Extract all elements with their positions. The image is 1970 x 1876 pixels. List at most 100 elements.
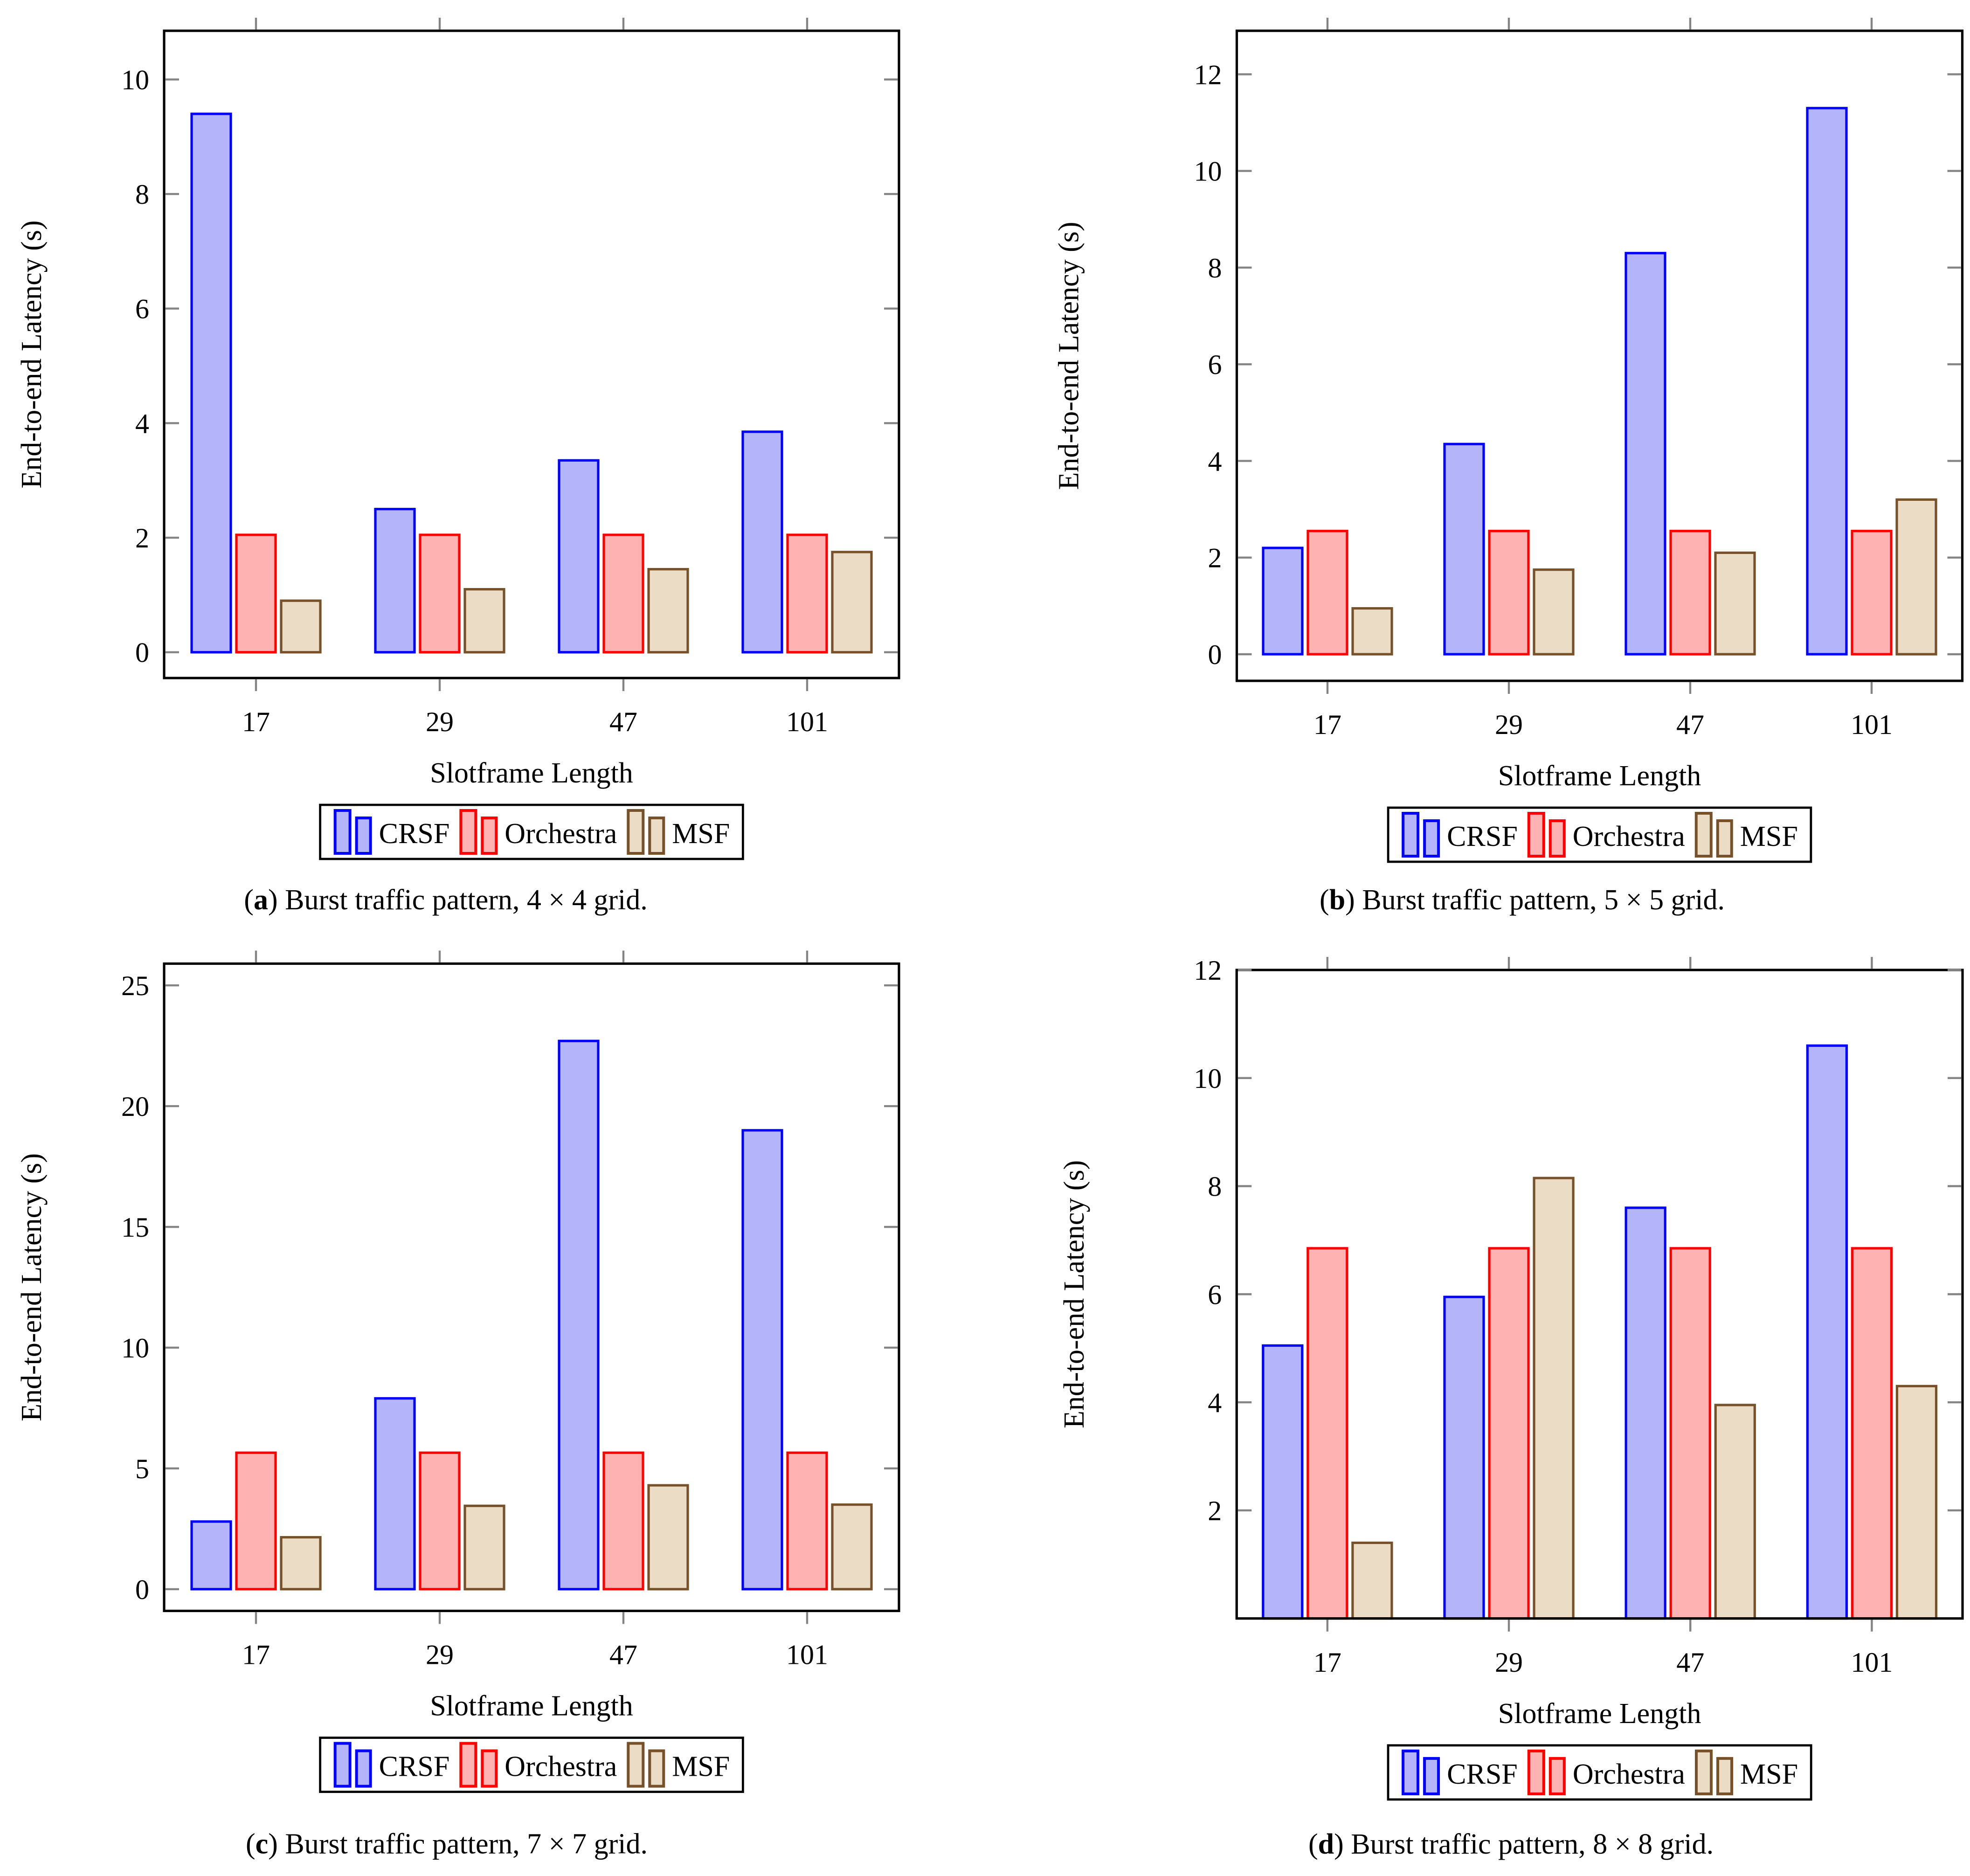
legend-swatch-crsf: [1423, 1757, 1440, 1795]
legend-label-orchestra: Orchestra: [1573, 1758, 1685, 1790]
legend-label-crsf: CRSF: [379, 818, 450, 850]
x-tick-label: 17: [242, 1640, 270, 1670]
plot-frame: [163, 29, 900, 679]
legend-box: [319, 1737, 744, 1793]
bar-crsf-29: [1443, 1295, 1485, 1620]
y-tick-label: 12: [1194, 59, 1222, 90]
legend-swatch-orchestra: [459, 1742, 477, 1788]
bar-orchestra-17: [235, 533, 277, 654]
y-tick-label: 8: [1208, 1171, 1222, 1202]
x-tick-label: 47: [1676, 1647, 1704, 1678]
chart-panel-b: 0 2 4 6 8 10 12 17 29 47 101 Slotframe Length End-to…: [1053, 18, 1964, 916]
legend-swatch-crsf: [355, 1749, 372, 1788]
y-tick-label: 4: [1208, 1387, 1222, 1418]
legend-label-orchestra: Orchestra: [1573, 821, 1685, 852]
bar-crsf-17: [190, 112, 232, 654]
x-axis-label: Slotframe Length: [430, 757, 633, 789]
panel-a: 0 2 4 6 8 10 17 29 47 101 Slotframe Length End-to-e…: [0, 0, 985, 933]
x-tick-label: 47: [609, 1640, 637, 1670]
bar-msf-47: [647, 1484, 689, 1591]
legend-swatch-orchestra: [481, 817, 498, 855]
legend-swatch-crsf: [1402, 1749, 1420, 1795]
x-tick-label: 47: [1676, 709, 1704, 740]
bar-msf-17: [1351, 607, 1393, 656]
legend-swatch-crsf: [1402, 812, 1420, 858]
y-tick-label: 0: [135, 1574, 149, 1605]
plot-frame: [1235, 29, 1964, 682]
x-tick-label: 101: [1851, 1647, 1893, 1678]
legend-swatch-orchestra: [1527, 812, 1545, 858]
y-tick-label: 25: [121, 970, 149, 1001]
bar-msf-17: [280, 1536, 322, 1591]
legend-swatch-msf: [1716, 819, 1733, 858]
panel-caption: (c) Burst traffic pattern, 7 × 7 grid.: [246, 1828, 648, 1860]
y-tick-label: 10: [1194, 1063, 1222, 1094]
bar-msf-47: [647, 568, 689, 654]
bar-crsf-17: [1262, 547, 1304, 656]
panel-c: 0 5 10 15 20 25 17 29 47 101 Slotframe Length End-t…: [0, 933, 985, 1876]
y-tick-label: 4: [1208, 446, 1222, 477]
legend-swatch-crsf: [1423, 819, 1440, 858]
bar-msf-101: [1895, 498, 1937, 656]
bar-orchestra-47: [602, 533, 644, 654]
y-tick-label: 2: [1208, 543, 1222, 574]
bar-orchestra-29: [419, 1451, 461, 1591]
y-axis-label: End-to-end Latency (s): [16, 1153, 48, 1421]
y-tick-label: 6: [135, 294, 149, 325]
legend-swatch-msf: [648, 817, 665, 855]
bar-msf-47: [1714, 551, 1756, 656]
x-tick-label: 29: [426, 706, 454, 737]
bar-orchestra-101: [786, 533, 828, 654]
y-tick-label: 8: [135, 179, 149, 210]
legend-swatch-orchestra: [1548, 1757, 1566, 1795]
chart-panel-a: 0 2 4 6 8 10 17 29 47 101 Slotframe Length End-to-e…: [16, 18, 900, 916]
bar-orchestra-47: [602, 1451, 644, 1591]
x-tick-label: 29: [1495, 709, 1523, 740]
legend-label-crsf: CRSF: [379, 1751, 450, 1783]
bar-msf-29: [1533, 1177, 1575, 1620]
y-tick-label: 20: [121, 1091, 149, 1122]
bar-crsf-47: [1624, 252, 1666, 656]
chart-panel-c: 0 5 10 15 20 25 17 29 47 101 Slotframe Length End-t…: [16, 950, 900, 1860]
legend-label-orchestra: Orchestra: [505, 818, 617, 850]
x-axis-label: Slotframe Length: [430, 1690, 633, 1722]
x-tick-label: 17: [1313, 709, 1341, 740]
legend-label-msf: MSF: [672, 1751, 730, 1783]
bar-crsf-17: [1262, 1344, 1304, 1620]
panel-d: 2 4 6 8 10 12 17 29 47 101 Slotframe Length End-to-…: [985, 933, 1970, 1876]
legend-label-crsf: CRSF: [1447, 821, 1518, 852]
panel-b: 0 2 4 6 8 10 12 17 29 47 101 Slotframe Length End-to…: [985, 0, 1970, 933]
x-tick-label: 29: [1495, 1647, 1523, 1678]
panel-caption: (d) Burst traffic pattern, 8 × 8 grid.: [1308, 1828, 1714, 1860]
bar-orchestra-17: [235, 1451, 277, 1591]
x-tick-label: 47: [609, 706, 637, 737]
legend: CRSF Orchestra MSF: [319, 803, 744, 860]
bar-crsf-101: [741, 1129, 783, 1591]
bar-orchestra-101: [1851, 530, 1893, 656]
x-axis-label: Slotframe Length: [1498, 760, 1701, 792]
panel-caption: (b) Burst traffic pattern, 5 × 5 grid.: [1320, 884, 1725, 916]
bar-msf-101: [1895, 1385, 1938, 1620]
y-tick-label: 2: [1208, 1495, 1222, 1526]
legend-swatch-crsf: [333, 1742, 352, 1788]
x-tick-label: 101: [786, 706, 828, 737]
bar-orchestra-101: [786, 1451, 828, 1591]
bar-crsf-101: [1806, 107, 1848, 656]
bar-orchestra-29: [1488, 1247, 1530, 1620]
bar-orchestra-101: [1851, 1247, 1893, 1620]
x-tick-label: 101: [786, 1640, 828, 1670]
legend: CRSF Orchestra MSF: [1387, 1744, 1812, 1801]
bar-crsf-17: [190, 1520, 232, 1591]
x-tick-label: 17: [1313, 1647, 1341, 1678]
legend-label-msf: MSF: [1740, 1758, 1798, 1790]
y-tick-label: 10: [121, 64, 149, 95]
y-tick-label: 8: [1208, 253, 1222, 284]
bar-orchestra-47: [1669, 530, 1711, 656]
bar-crsf-29: [374, 1397, 416, 1591]
bar-msf-47: [1714, 1404, 1756, 1620]
legend-label-msf: MSF: [1740, 821, 1798, 852]
legend-label-orchestra: Orchestra: [505, 1751, 617, 1783]
bar-msf-17: [280, 599, 322, 654]
bar-crsf-101: [1806, 1044, 1848, 1620]
bar-orchestra-47: [1669, 1247, 1711, 1620]
